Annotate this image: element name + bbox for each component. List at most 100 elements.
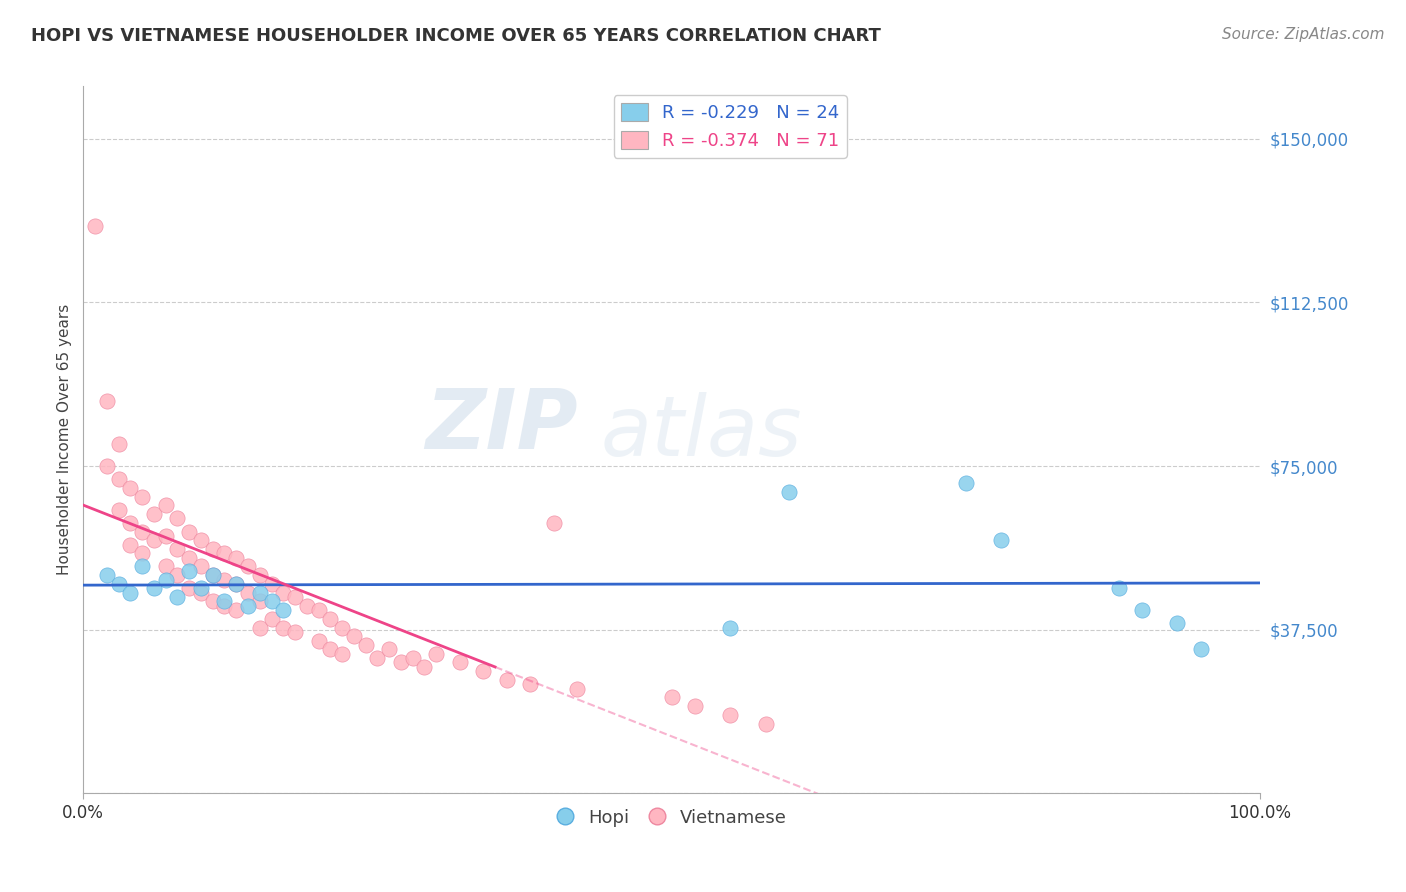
Point bbox=[284, 624, 307, 639]
Point bbox=[107, 472, 129, 486]
Point bbox=[402, 651, 425, 665]
Point bbox=[755, 716, 778, 731]
Point bbox=[413, 660, 436, 674]
Point bbox=[120, 585, 142, 599]
Point bbox=[155, 529, 177, 543]
Point bbox=[107, 577, 129, 591]
Point bbox=[179, 524, 201, 539]
Point bbox=[955, 476, 977, 491]
Point bbox=[225, 577, 247, 591]
Point bbox=[201, 568, 224, 582]
Point bbox=[718, 620, 741, 634]
Point bbox=[166, 568, 188, 582]
Point bbox=[131, 559, 153, 574]
Point bbox=[249, 594, 271, 608]
Point bbox=[330, 647, 353, 661]
Point bbox=[1189, 642, 1212, 657]
Point bbox=[990, 533, 1012, 548]
Point bbox=[120, 481, 142, 495]
Point bbox=[271, 603, 294, 617]
Point bbox=[225, 603, 247, 617]
Point bbox=[284, 590, 307, 604]
Point bbox=[190, 581, 212, 595]
Point bbox=[190, 585, 212, 599]
Point bbox=[225, 577, 247, 591]
Point bbox=[495, 673, 517, 687]
Point bbox=[179, 550, 201, 565]
Text: atlas: atlas bbox=[600, 392, 803, 474]
Point bbox=[343, 629, 366, 643]
Point bbox=[661, 690, 683, 705]
Point bbox=[271, 585, 294, 599]
Point bbox=[96, 393, 118, 408]
Point bbox=[330, 620, 353, 634]
Point bbox=[155, 573, 177, 587]
Point bbox=[84, 219, 107, 233]
Point bbox=[1108, 581, 1130, 595]
Point bbox=[425, 647, 447, 661]
Point bbox=[366, 651, 388, 665]
Point bbox=[295, 599, 318, 613]
Point bbox=[166, 541, 188, 556]
Y-axis label: Householder Income Over 65 years: Householder Income Over 65 years bbox=[58, 304, 72, 575]
Legend: Hopi, Vietnamese: Hopi, Vietnamese bbox=[548, 801, 794, 834]
Point bbox=[214, 546, 236, 560]
Point bbox=[201, 568, 224, 582]
Point bbox=[260, 594, 283, 608]
Point bbox=[120, 538, 142, 552]
Point bbox=[354, 638, 377, 652]
Point bbox=[319, 642, 342, 657]
Text: Source: ZipAtlas.com: Source: ZipAtlas.com bbox=[1222, 27, 1385, 42]
Point bbox=[155, 559, 177, 574]
Point bbox=[236, 559, 259, 574]
Point bbox=[249, 620, 271, 634]
Point bbox=[107, 502, 129, 516]
Point bbox=[378, 642, 401, 657]
Text: ZIP: ZIP bbox=[425, 385, 578, 467]
Point bbox=[236, 599, 259, 613]
Point bbox=[179, 581, 201, 595]
Point bbox=[718, 707, 741, 722]
Point bbox=[120, 516, 142, 530]
Point bbox=[142, 581, 165, 595]
Point bbox=[131, 490, 153, 504]
Point bbox=[179, 564, 201, 578]
Point bbox=[96, 568, 118, 582]
Point bbox=[271, 620, 294, 634]
Text: HOPI VS VIETNAMESE HOUSEHOLDER INCOME OVER 65 YEARS CORRELATION CHART: HOPI VS VIETNAMESE HOUSEHOLDER INCOME OV… bbox=[31, 27, 880, 45]
Point bbox=[1130, 603, 1153, 617]
Point bbox=[190, 533, 212, 548]
Point bbox=[778, 485, 800, 500]
Point bbox=[567, 681, 589, 696]
Point bbox=[389, 656, 412, 670]
Point bbox=[214, 573, 236, 587]
Point bbox=[201, 541, 224, 556]
Point bbox=[449, 656, 471, 670]
Point bbox=[166, 590, 188, 604]
Point bbox=[683, 699, 706, 714]
Point bbox=[96, 458, 118, 473]
Point bbox=[1166, 616, 1188, 631]
Point bbox=[249, 568, 271, 582]
Point bbox=[201, 594, 224, 608]
Point bbox=[308, 603, 330, 617]
Point bbox=[214, 599, 236, 613]
Point bbox=[142, 533, 165, 548]
Point bbox=[249, 585, 271, 599]
Point bbox=[131, 524, 153, 539]
Point bbox=[260, 577, 283, 591]
Point bbox=[190, 559, 212, 574]
Point bbox=[519, 677, 541, 691]
Point bbox=[142, 507, 165, 521]
Point bbox=[225, 550, 247, 565]
Point bbox=[107, 437, 129, 451]
Point bbox=[472, 664, 495, 678]
Point bbox=[319, 612, 342, 626]
Point bbox=[166, 511, 188, 525]
Point bbox=[236, 585, 259, 599]
Point bbox=[155, 498, 177, 512]
Point bbox=[131, 546, 153, 560]
Point bbox=[214, 594, 236, 608]
Point bbox=[260, 612, 283, 626]
Point bbox=[308, 633, 330, 648]
